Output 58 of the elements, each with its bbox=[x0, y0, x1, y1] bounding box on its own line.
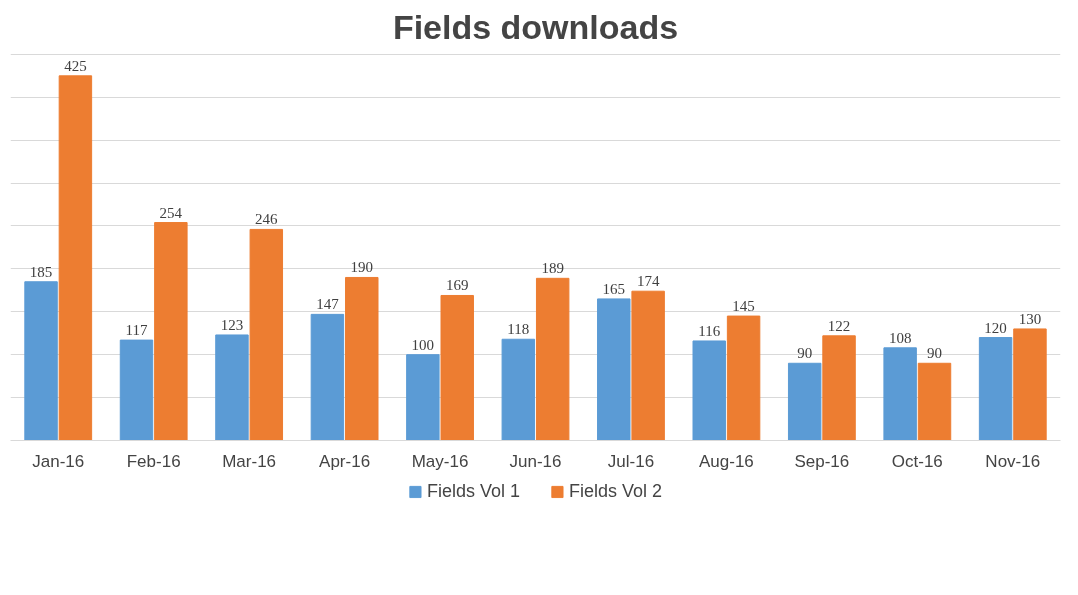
data-label: 100 bbox=[411, 336, 435, 353]
data-label: 108 bbox=[888, 329, 912, 346]
bar bbox=[24, 281, 58, 441]
bar bbox=[440, 294, 474, 441]
bar bbox=[917, 362, 952, 441]
x-tick-label: Jun-16 bbox=[509, 451, 562, 471]
bar bbox=[978, 337, 1013, 441]
data-label: 90 bbox=[927, 345, 942, 362]
data-label: 117 bbox=[125, 322, 148, 339]
data-label: 246 bbox=[255, 211, 279, 228]
x-tick-label: Jul-16 bbox=[607, 451, 655, 471]
data-label: 147 bbox=[316, 296, 340, 313]
data-label: 185 bbox=[29, 263, 53, 280]
data-label: 120 bbox=[984, 319, 1007, 336]
data-label: 118 bbox=[507, 321, 530, 338]
data-label: 190 bbox=[350, 259, 374, 276]
x-tick-label: May-16 bbox=[411, 451, 469, 471]
bar bbox=[310, 313, 345, 441]
data-label: 116 bbox=[698, 322, 721, 339]
data-label: 123 bbox=[220, 316, 244, 333]
bar bbox=[119, 339, 154, 441]
x-tick-label: Sep-16 bbox=[794, 451, 850, 471]
data-label: 425 bbox=[64, 57, 87, 74]
bar bbox=[1013, 328, 1047, 441]
x-tick-label: Mar-16 bbox=[222, 451, 277, 471]
bar bbox=[787, 362, 822, 441]
bar bbox=[822, 335, 856, 441]
data-label: 130 bbox=[1018, 310, 1042, 327]
bar bbox=[249, 228, 284, 441]
data-label: 122 bbox=[827, 317, 851, 334]
bar bbox=[345, 276, 379, 441]
bar bbox=[215, 334, 249, 441]
bar bbox=[692, 340, 726, 441]
data-label: 165 bbox=[602, 280, 626, 297]
data-label: 145 bbox=[732, 298, 755, 315]
bar bbox=[406, 354, 440, 441]
data-label: 174 bbox=[636, 273, 660, 290]
legend-label: Fields Vol 1 bbox=[426, 480, 520, 502]
bar bbox=[58, 75, 93, 441]
data-label: 189 bbox=[541, 260, 564, 277]
data-label: 169 bbox=[445, 277, 469, 294]
data-label: 254 bbox=[159, 204, 183, 221]
x-tick-label: Apr-16 bbox=[319, 451, 371, 471]
data-label: 90 bbox=[797, 345, 813, 362]
bar bbox=[535, 277, 570, 441]
chart-title: Fields downloads bbox=[392, 7, 679, 46]
bar bbox=[154, 222, 188, 441]
x-tick-label: Feb-16 bbox=[126, 451, 181, 471]
x-tick-label: Jan-16 bbox=[32, 451, 85, 471]
x-tick-label: Nov-16 bbox=[985, 451, 1041, 471]
bar bbox=[501, 338, 536, 441]
bar bbox=[597, 298, 631, 441]
x-tick-label: Oct-16 bbox=[891, 451, 943, 471]
bar bbox=[883, 347, 917, 441]
bar bbox=[726, 315, 761, 441]
bar bbox=[631, 290, 665, 441]
legend-label: Fields Vol 2 bbox=[569, 480, 663, 502]
x-tick-label: Aug-16 bbox=[699, 451, 754, 471]
